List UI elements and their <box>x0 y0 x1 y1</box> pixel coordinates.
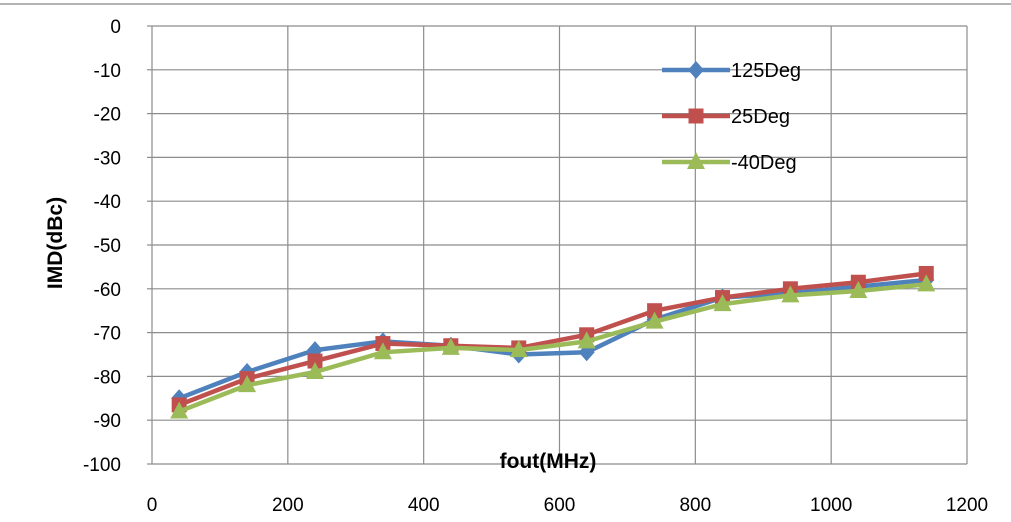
legend-label: -40Deg <box>731 152 797 174</box>
x-tick-label: 1000 <box>810 495 852 516</box>
legend-label: 125Deg <box>731 60 801 82</box>
x-tick-label: 0 <box>147 495 158 516</box>
series--40Deg <box>170 274 936 419</box>
grid <box>151 25 968 465</box>
y-tick-label: -90 <box>94 411 121 432</box>
data-point <box>170 401 189 419</box>
data-point <box>238 375 257 393</box>
x-tick-label: 200 <box>272 495 304 516</box>
y-tick-label: 0 <box>110 17 121 38</box>
axes: 0 -10 -20 -30 -40 -50 -60 -70 -80 -90 -100 0 200 400 6… <box>83 17 988 516</box>
data-point <box>647 303 663 319</box>
data-point <box>918 265 934 281</box>
data-point <box>713 294 732 312</box>
legend-item: 125Deg <box>662 60 801 82</box>
data-point <box>441 337 460 355</box>
legend: 125Deg 25Deg -40Deg <box>662 60 801 174</box>
x-axis-title: fout(MHz) <box>500 450 597 473</box>
data-point <box>917 274 936 292</box>
data-point <box>781 285 800 303</box>
data-point <box>509 340 528 358</box>
x-tick-label: 800 <box>679 495 711 516</box>
data-point <box>849 280 868 298</box>
series <box>170 265 936 419</box>
y-tick-label: -80 <box>94 367 121 388</box>
y-tick-label: -30 <box>94 148 121 169</box>
y-tick-label: -40 <box>94 192 121 213</box>
data-point <box>373 342 392 360</box>
data-point <box>645 311 664 329</box>
data-point <box>577 331 596 349</box>
y-tick-label: -10 <box>94 61 121 82</box>
series-line <box>178 282 927 414</box>
y-axis-title: IMD(dBc) <box>44 197 67 289</box>
legend-marker <box>688 61 704 79</box>
legend-item: 25Deg <box>662 106 790 128</box>
y-tick-label: -60 <box>94 280 121 301</box>
legend-marker <box>688 108 704 124</box>
y-tick-label: -20 <box>94 105 121 126</box>
legend-marker <box>687 152 705 169</box>
series-line <box>178 271 927 407</box>
series-25Deg <box>171 265 934 413</box>
data-point <box>307 353 323 369</box>
x-tick-label: 400 <box>408 495 440 516</box>
y-tick-label: -50 <box>94 236 121 257</box>
x-tick-label: 600 <box>544 495 576 516</box>
x-tick-label: 1200 <box>946 495 988 516</box>
data-point <box>306 362 324 380</box>
legend-item: -40Deg <box>662 152 797 174</box>
legend-label: 25Deg <box>731 106 790 128</box>
y-tick-label: -70 <box>94 324 121 345</box>
series-line <box>178 277 927 401</box>
y-tick-label: -100 <box>83 455 121 476</box>
